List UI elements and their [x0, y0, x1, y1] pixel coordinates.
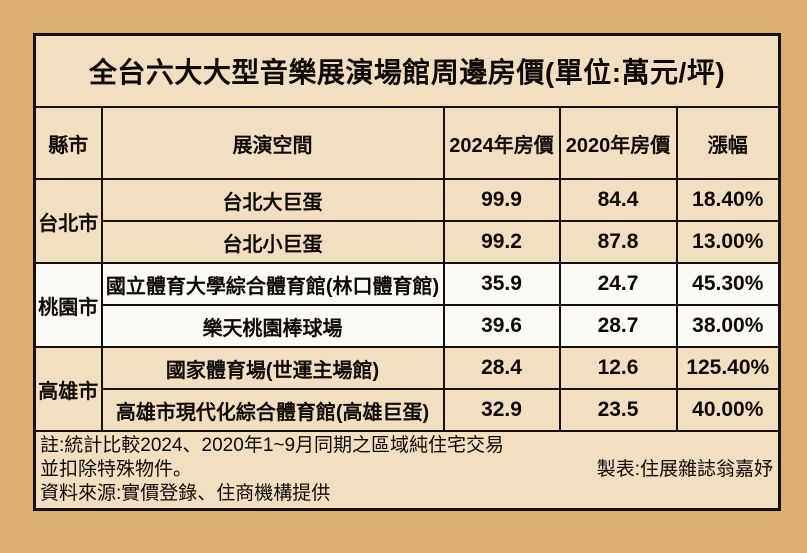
table-title: 全台六大大型音樂展演場館周邊房價(單位:萬元/坪) [33, 33, 781, 108]
price-2020-cell: 87.8 [558, 220, 678, 264]
venue-cell: 國立體育大學綜合體育館(林口體育館) [100, 262, 445, 306]
col-header-price-2020: 2020年房價 [558, 106, 678, 180]
col-header-venue: 展演空間 [100, 106, 445, 180]
city-cell-taoyuan: 桃園市 [33, 262, 103, 348]
change-cell: 13.00% [675, 220, 781, 264]
source-text: 資料來源:實價登錄、住商機構提供 [40, 483, 331, 504]
price-2024-cell: 99.2 [442, 220, 561, 264]
change-cell: 38.00% [675, 304, 781, 348]
change-cell: 45.30% [675, 262, 781, 306]
note-text-line2: 並扣除特殊物件。 [40, 459, 193, 480]
price-2020-cell: 28.7 [558, 304, 678, 348]
title-row: 全台六大大型音樂展演場館周邊房價(單位:萬元/坪) [33, 33, 781, 108]
venue-cell: 國家體育場(世運主場館) [100, 346, 445, 390]
price-2020-cell: 12.6 [558, 346, 678, 390]
table-row: 台北小巨蛋 99.2 87.8 13.00% [35, 220, 781, 264]
venue-cell: 台北大巨蛋 [100, 178, 445, 222]
city-cell-taipei: 台北市 [33, 178, 103, 264]
city-cell-kaohsiung: 高雄市 [33, 346, 103, 432]
table-row: 台北市 台北大巨蛋 99.9 84.4 18.40% [33, 178, 781, 264]
change-cell: 40.00% [675, 388, 781, 432]
col-header-change: 漲幅 [675, 106, 781, 180]
footer-row: 註:統計比較2024、2020年1~9月同期之區域純住宅交易 並扣除特殊物件。 … [33, 430, 781, 511]
price-2024-cell: 99.9 [442, 178, 561, 222]
price-2024-cell: 28.4 [442, 346, 561, 390]
footer-note: 註:統計比較2024、2020年1~9月同期之區域純住宅交易 並扣除特殊物件。 … [33, 430, 781, 511]
venue-cell: 樂天桃園棒球場 [100, 304, 445, 348]
footer-source-line: 資料來源:實價登錄、住商機構提供 [40, 482, 773, 506]
change-cell: 18.40% [675, 178, 781, 222]
footer-note-line1: 註:統計比較2024、2020年1~9月同期之區域純住宅交易 [40, 434, 773, 458]
venue-cell: 高雄市現代化綜合體育館(高雄巨蛋) [100, 388, 445, 432]
price-2024-cell: 35.9 [442, 262, 561, 306]
price-2020-cell: 84.4 [558, 178, 678, 222]
price-2024-cell: 32.9 [442, 388, 561, 432]
col-header-city: 縣市 [33, 106, 103, 180]
table-row: 高雄市現代化綜合體育館(高雄巨蛋) 32.9 23.5 40.00% [35, 388, 781, 432]
venue-cell: 台北小巨蛋 [100, 220, 445, 264]
price-2020-cell: 23.5 [558, 388, 678, 432]
credit-text: 製表:住展雜誌翁嘉妤 [596, 459, 774, 480]
col-header-price-2024: 2024年房價 [442, 106, 561, 180]
header-row: 縣市 展演空間 2024年房價 2020年房價 漲幅 [33, 106, 781, 180]
price-2020-cell: 24.7 [558, 262, 678, 306]
footer-note-line2: 並扣除特殊物件。 製表:住展雜誌翁嘉妤 [40, 458, 773, 482]
table-row: 桃園市 國立體育大學綜合體育館(林口體育館) 35.9 24.7 45.30% [33, 262, 781, 348]
change-cell: 125.40% [675, 346, 781, 390]
note-text-line1: 註:統計比較2024、2020年1~9月同期之區域純住宅交易 [40, 435, 505, 456]
table-row: 樂天桃園棒球場 39.6 28.7 38.00% [35, 304, 781, 348]
price-2024-cell: 39.6 [442, 304, 561, 348]
price-comparison-table: 全台六大大型音樂展演場館周邊房價(單位:萬元/坪) 縣市 展演空間 2024年房… [33, 33, 782, 511]
table-row: 高雄市 國家體育場(世運主場館) 28.4 12.6 125.40% [33, 346, 781, 432]
